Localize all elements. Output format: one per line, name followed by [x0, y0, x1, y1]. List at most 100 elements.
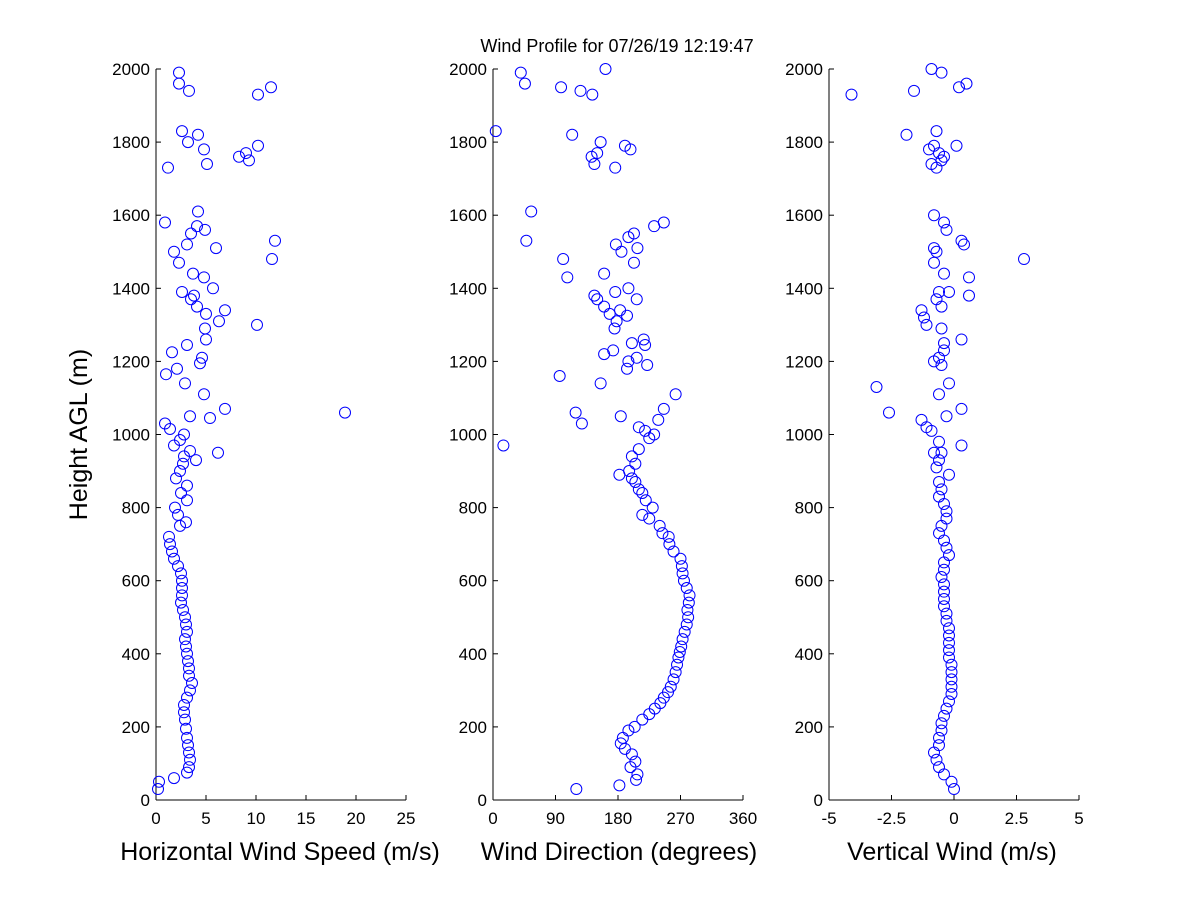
data-point — [945, 680, 958, 693]
data-point — [933, 761, 945, 774]
data-point — [667, 673, 680, 686]
data-point — [185, 293, 197, 306]
data-point — [588, 158, 601, 171]
y-tick-label: 1400 — [112, 279, 150, 298]
data-point — [631, 768, 644, 781]
data-point — [163, 530, 175, 543]
data-point — [938, 585, 950, 598]
data-point — [243, 154, 255, 167]
data-point — [200, 307, 212, 320]
data-point — [180, 618, 192, 631]
data-point — [179, 377, 191, 390]
data-point — [676, 633, 689, 646]
data-point — [166, 346, 178, 359]
data-point — [940, 512, 953, 525]
data-point — [672, 651, 685, 664]
data-point — [940, 702, 953, 715]
data-point — [928, 446, 940, 459]
data-point — [618, 139, 631, 152]
y-tick-label: 0 — [814, 791, 823, 810]
data-point — [181, 731, 193, 744]
x-tick-label: 270 — [666, 809, 694, 828]
y-tick-label: 1800 — [449, 133, 487, 152]
data-point — [176, 574, 188, 587]
data-point — [179, 713, 191, 726]
data-point — [955, 402, 968, 415]
data-point — [251, 318, 263, 331]
data-point — [925, 63, 938, 75]
data-point — [213, 315, 225, 328]
data-point — [940, 541, 953, 554]
x-tick-label: 25 — [397, 809, 416, 828]
data-point — [599, 63, 612, 75]
data-point — [627, 227, 640, 240]
x-tick-label: 0 — [488, 809, 497, 828]
data-point — [180, 722, 192, 735]
data-point — [525, 205, 538, 218]
y-tick-label: 200 — [459, 718, 487, 737]
data-point — [176, 589, 188, 602]
data-point — [609, 285, 622, 298]
data-point — [960, 77, 973, 90]
data-point — [641, 359, 654, 372]
data-point — [191, 300, 203, 313]
data-point — [656, 527, 669, 540]
data-point — [938, 563, 950, 576]
x-tick-label: 2.5 — [1005, 809, 1029, 828]
data-point — [553, 370, 566, 383]
data-point — [657, 402, 670, 415]
data-point — [171, 362, 183, 375]
data-point — [928, 139, 940, 152]
data-point — [210, 242, 222, 255]
data-point — [938, 592, 950, 605]
data-point — [196, 351, 208, 364]
y-tick-label: 0 — [141, 791, 150, 810]
data-point — [190, 454, 202, 467]
data-point — [585, 150, 598, 163]
data-point — [664, 680, 677, 693]
x-tick-label: -5 — [821, 809, 836, 828]
y-tick-label: 1200 — [785, 352, 823, 371]
data-point — [614, 410, 627, 423]
y-tick-label: 1600 — [449, 206, 487, 225]
panel-1: 0 200 400 600 800 1000 1200 1400 1600 1800 2000 0 5 1… — [65, 60, 440, 866]
data-point — [646, 501, 659, 514]
data-point — [653, 519, 666, 532]
data-point — [159, 417, 171, 430]
data-point — [192, 128, 204, 141]
data-point — [212, 446, 224, 459]
data-point — [945, 658, 958, 671]
data-point — [610, 315, 623, 328]
data-point — [629, 476, 642, 489]
data-point — [201, 158, 213, 171]
data-point — [183, 761, 195, 774]
data-point — [176, 582, 188, 595]
data-point — [152, 783, 164, 796]
data-point — [930, 753, 943, 766]
data-point — [181, 338, 193, 351]
data-point — [598, 300, 611, 313]
data-point — [630, 773, 643, 786]
data-point — [266, 253, 278, 266]
data-point — [955, 439, 968, 452]
data-point — [938, 267, 950, 280]
data-point — [639, 494, 652, 507]
y-tick-label: 1400 — [449, 279, 487, 298]
data-point — [181, 494, 193, 507]
data-point — [625, 472, 638, 485]
data-point — [943, 549, 955, 562]
data-point — [625, 450, 638, 463]
data-point — [170, 472, 182, 485]
data-point — [607, 344, 620, 357]
data-point — [570, 783, 583, 796]
data-point — [636, 508, 649, 521]
data-point — [219, 402, 231, 415]
data-point — [935, 717, 948, 730]
data-point — [676, 567, 689, 580]
data-point — [621, 362, 634, 375]
y-tick-label: 2000 — [785, 60, 823, 79]
data-point — [943, 468, 955, 481]
data-point — [630, 351, 643, 364]
data-point — [175, 596, 187, 609]
